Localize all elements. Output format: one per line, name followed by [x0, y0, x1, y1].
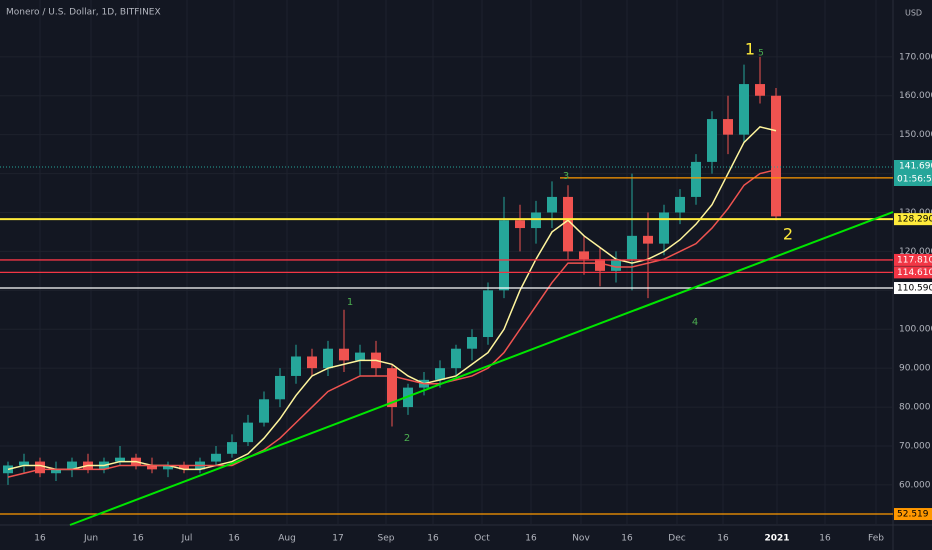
price-tag [894, 282, 932, 295]
candle-body [579, 251, 589, 260]
candle-body [147, 465, 157, 470]
price-tag-label: 117.810 [897, 255, 932, 265]
candle-body [515, 220, 525, 229]
x-tick-label: 16 [132, 534, 144, 544]
candle-body [755, 84, 765, 96]
price-tag [894, 266, 932, 279]
y-tick-label: 100.000 [899, 325, 932, 335]
candle-body [243, 422, 253, 443]
candle-body [259, 399, 269, 423]
grid [0, 0, 893, 525]
price-tag-label: 141.690 [899, 161, 932, 171]
x-tick-label: Oct [474, 534, 490, 544]
price-tag [894, 253, 932, 266]
countdown-label: 01:56:50 [897, 174, 932, 184]
chart-title: Monero / U.S. Dollar, 1D, BITFINEX [6, 8, 161, 18]
price-tag [894, 213, 932, 226]
candle-body [275, 375, 285, 400]
candle-body [675, 196, 685, 213]
x-tick-label: Dec [668, 534, 685, 544]
candle-body [723, 119, 733, 135]
candle-body [227, 442, 237, 454]
candle-body [51, 469, 61, 474]
x-tick-label: 17 [332, 534, 343, 544]
moving-average [7, 168, 777, 478]
candle-body [211, 453, 221, 462]
y-tick-label: 160.000 [899, 91, 932, 101]
x-tick-label: 16 [525, 534, 537, 544]
price-tag [894, 159, 932, 186]
candle-body [355, 352, 365, 361]
candle-body [67, 461, 77, 470]
y-tick-label: 70.000 [899, 441, 931, 451]
candle-body [531, 212, 541, 229]
candle-body [771, 95, 781, 217]
price-tag-label: 52.519 [897, 510, 929, 520]
candle-body [115, 457, 125, 462]
candle-body [611, 259, 621, 271]
y-tick-label: 150.000 [899, 130, 932, 140]
x-tick-label: 16 [34, 534, 46, 544]
x-tick-label: Nov [572, 534, 590, 544]
candle-body [739, 84, 749, 135]
wave-label: 4 [692, 317, 698, 328]
candle-body [387, 368, 397, 408]
price-tag-label: 110.590 [897, 284, 932, 294]
moving-average [7, 126, 777, 471]
candle-body [643, 235, 653, 244]
price-tag [894, 508, 932, 521]
currency-label: USD [905, 9, 922, 18]
candle-body [179, 465, 189, 470]
x-tick-label: Feb [868, 534, 884, 544]
y-tick-label: 130.000 [899, 208, 932, 218]
candle-body [451, 348, 461, 369]
y-tick-label: 170.000 [899, 52, 932, 62]
x-tick-label: Aug [278, 534, 296, 544]
y-tick-label: 80.000 [899, 403, 931, 413]
candle-body [563, 196, 573, 252]
x-tick-label: 16 [717, 534, 729, 544]
candle-body [707, 119, 717, 162]
trend-line [69, 211, 894, 526]
candle-body [163, 465, 173, 470]
x-tick-label: 16 [228, 534, 240, 544]
axis: 60.00070.00080.00090.000100.000110.00012… [34, 52, 932, 544]
candle-body [483, 290, 493, 338]
x-tick-label: Jul [181, 534, 193, 544]
y-tick-label: 90.000 [899, 364, 931, 374]
y-tick-label: 120.000 [899, 247, 932, 257]
candle-body [659, 212, 669, 244]
x-tick-label: 16 [819, 534, 831, 544]
wave-label: 1 [745, 40, 755, 59]
x-tick-label: Jun [83, 534, 98, 544]
candle-body [547, 196, 557, 213]
candle-body [435, 368, 445, 380]
x-tick-label: 16 [621, 534, 633, 544]
candle-body [35, 461, 45, 474]
price-tag-label: 114.610 [897, 268, 932, 278]
candle-body [291, 356, 301, 376]
x-tick-label: 2021 [764, 534, 789, 544]
wave-label: 3 [563, 171, 569, 182]
candle-body [307, 356, 317, 369]
price-tag-label: 128.290 [897, 215, 932, 225]
x-tick-label: 16 [427, 534, 439, 544]
candle-body [627, 235, 637, 260]
candle-body [19, 461, 29, 466]
candle-body [691, 161, 701, 197]
candle-body [499, 220, 509, 291]
y-tick-label: 60.000 [899, 480, 931, 490]
candle-body [595, 259, 605, 271]
wave-label: 5 [758, 49, 764, 59]
candle-body [323, 348, 333, 369]
wave-label: 2 [404, 433, 410, 444]
candle-body [339, 348, 349, 361]
wave-label: 1 [347, 297, 353, 308]
wave-label: 2 [783, 225, 793, 244]
candle-body [467, 337, 477, 349]
x-tick-label: Sep [378, 534, 395, 544]
